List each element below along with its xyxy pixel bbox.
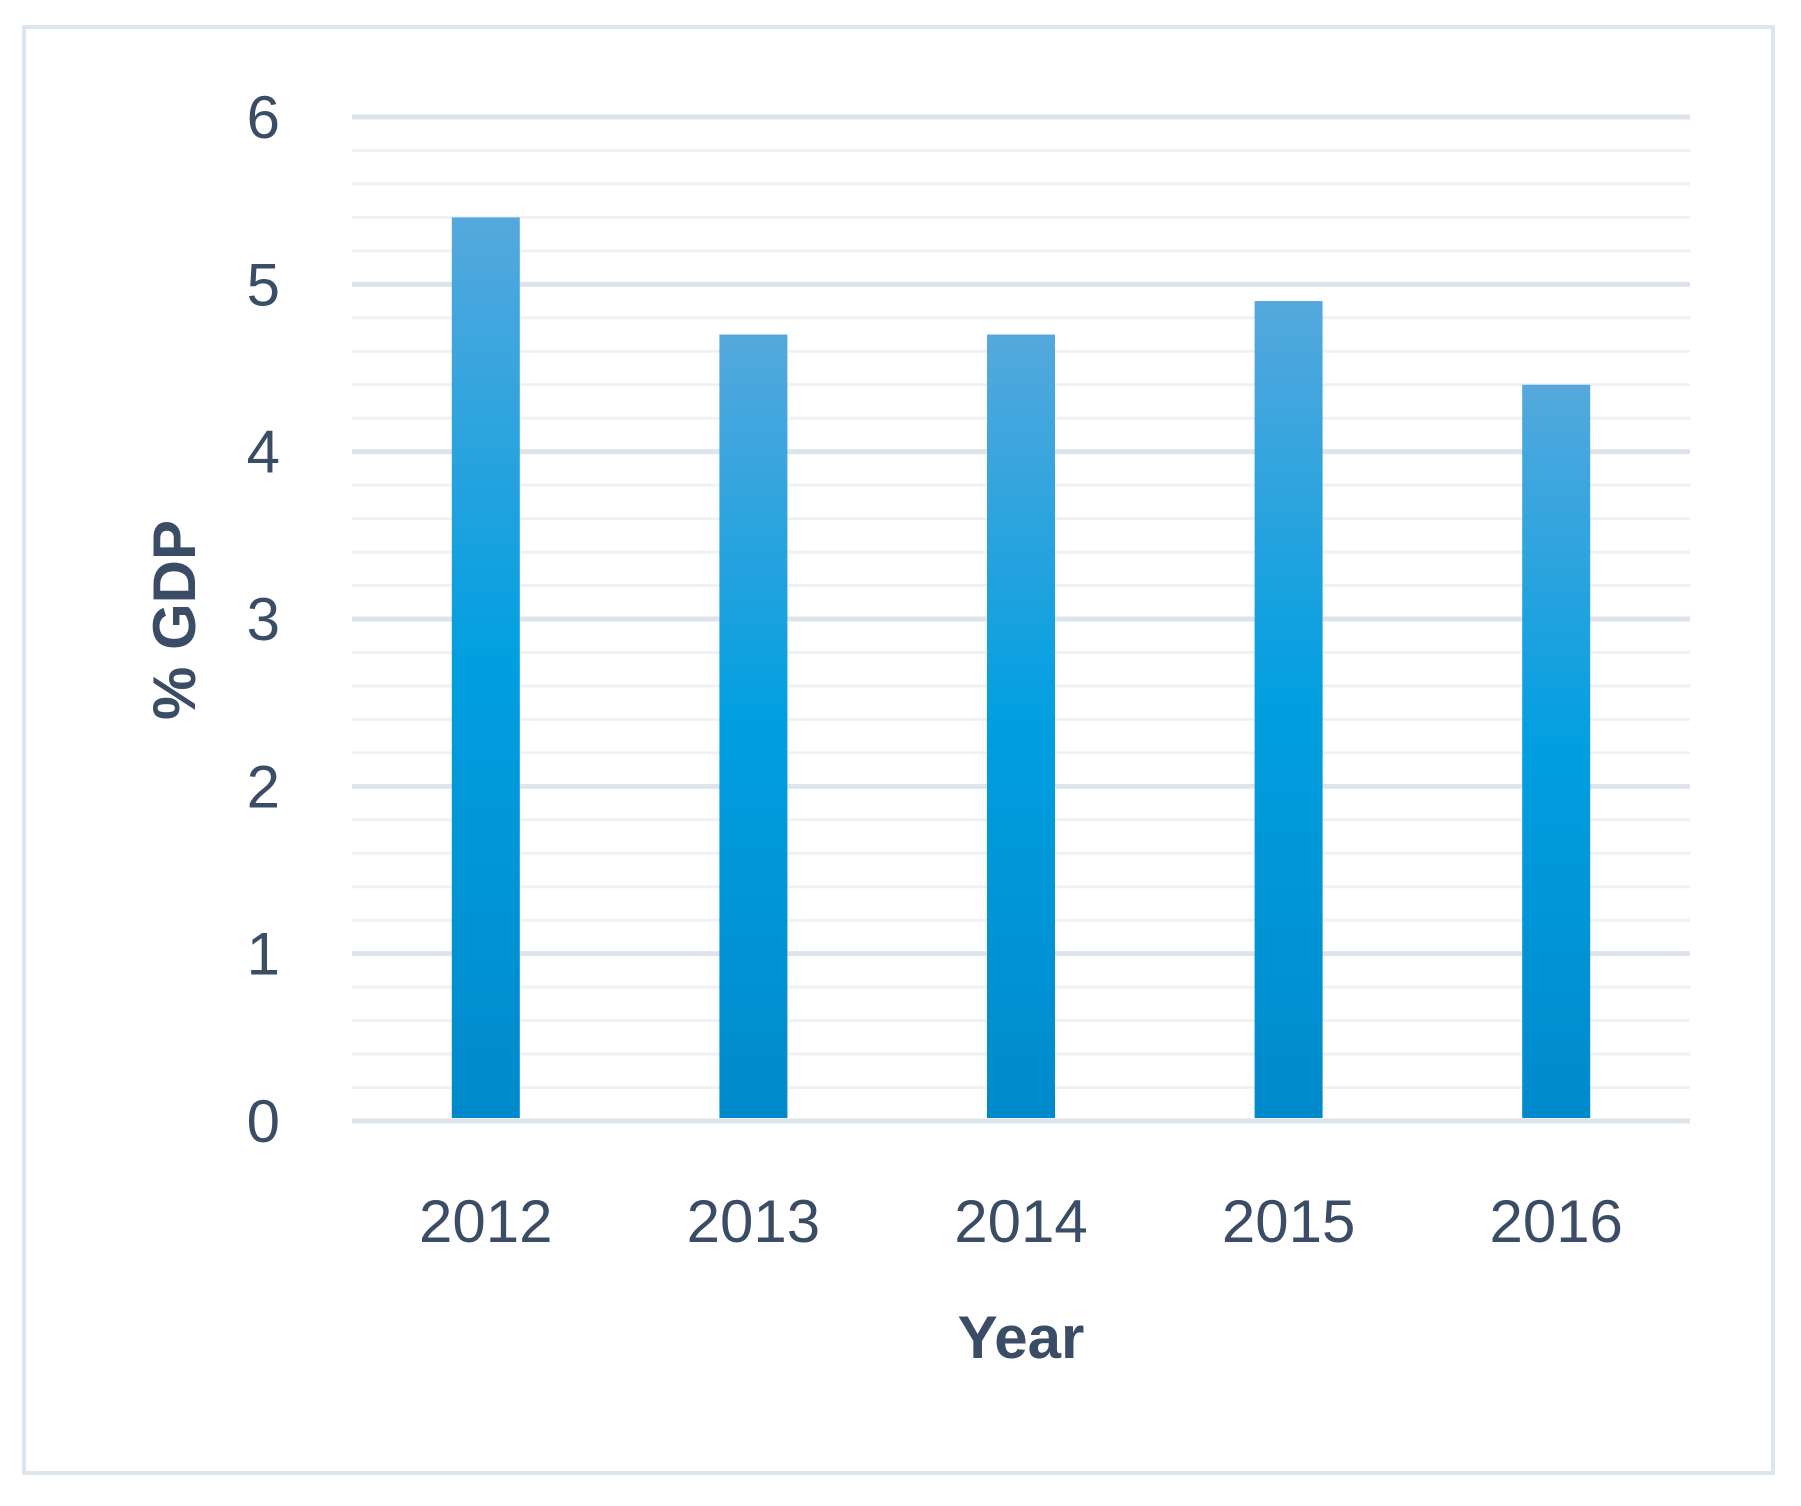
x-tick-label: 2015 (1222, 1188, 1355, 1255)
bar-2012 (451, 217, 520, 1118)
bar-2016 (1522, 384, 1591, 1118)
y-tick-label: 4 (247, 419, 280, 486)
bar-2013 (719, 334, 788, 1118)
y-tick-label: 1 (247, 921, 280, 988)
major-gridlines (352, 114, 1690, 1124)
x-axis-title: Year (958, 1304, 1085, 1371)
x-tick-label: 2014 (954, 1188, 1087, 1255)
y-tick-label: 5 (247, 251, 280, 318)
y-tick-label: 0 (247, 1088, 280, 1155)
x-tick-label: 2012 (419, 1188, 552, 1255)
bars (451, 217, 1591, 1119)
x-tick-label: 2013 (687, 1188, 820, 1255)
y-axis-title: % GDP (141, 520, 208, 720)
y-tick-label: 6 (247, 84, 280, 151)
bar-2014 (987, 334, 1055, 1118)
y-tick-labels: 0 1 2 3 4 5 6 (247, 84, 280, 1155)
x-tick-label: 2016 (1489, 1188, 1622, 1255)
y-tick-label: 2 (247, 753, 280, 820)
bar-2015 (1254, 301, 1323, 1119)
y-tick-label: 3 (247, 586, 280, 653)
chart-frame (22, 25, 1775, 1475)
x-tick-labels: 2012 2013 2014 2015 2016 (419, 1188, 1623, 1255)
